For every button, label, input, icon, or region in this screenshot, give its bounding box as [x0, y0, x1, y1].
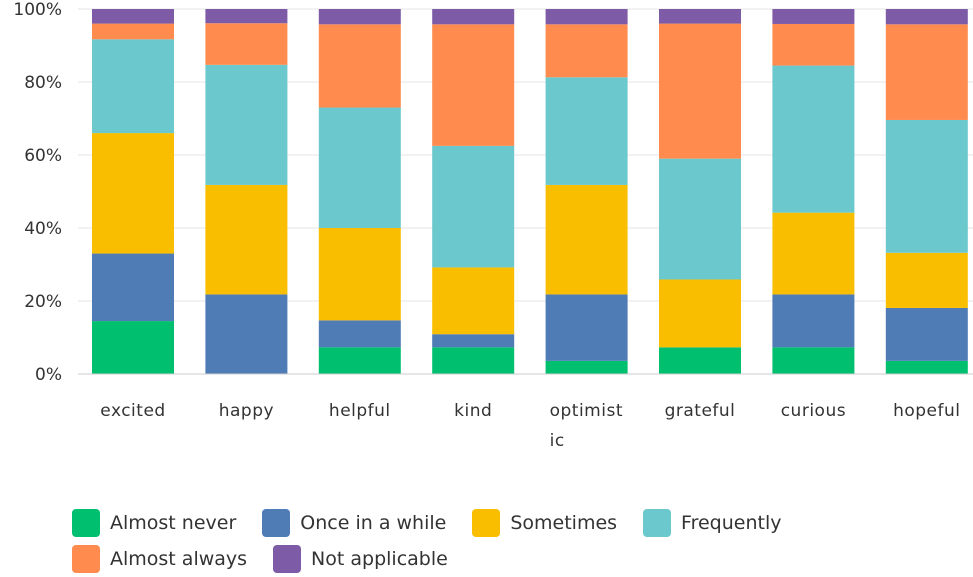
bar-segment-not-applicable[interactable] [659, 9, 741, 24]
y-tick-label: 40% [24, 219, 62, 239]
bar-segment-not-applicable[interactable] [205, 9, 288, 24]
bar-stack-optimistic [545, 9, 628, 374]
bar-stack-helpful [318, 9, 401, 374]
x-category-label: excited [100, 401, 165, 421]
bar-stack-curious [772, 9, 855, 374]
legend-label: Almost always [110, 548, 248, 570]
bar-segment-sometimes[interactable] [318, 228, 401, 321]
bar-segment-once-in-a-while[interactable] [545, 294, 628, 361]
bar-segment-not-applicable[interactable] [318, 9, 401, 25]
x-category-label: happy [219, 401, 274, 421]
bar-segment-almost-never[interactable] [318, 347, 401, 374]
legend-row-2: Almost always Not applicable [72, 541, 952, 577]
bar-segment-once-in-a-while[interactable] [432, 334, 515, 348]
legend: Almost never Once in a while Sometimes F… [72, 505, 952, 577]
bar-segment-almost-always[interactable] [92, 23, 174, 40]
legend-swatch-once-in-a-while [262, 509, 291, 537]
bar-segment-sometimes[interactable] [205, 184, 288, 295]
legend-item-sometimes[interactable]: Sometimes [472, 509, 617, 537]
bar-stack-hopeful [885, 9, 968, 374]
bar-segment-frequently[interactable] [92, 39, 174, 134]
bar-segment-frequently[interactable] [205, 64, 288, 185]
bar-segment-almost-always[interactable] [885, 24, 968, 120]
legend-label: Almost never [110, 512, 237, 534]
bar-segment-almost-always[interactable] [432, 24, 515, 146]
bar-segment-frequently[interactable] [432, 145, 515, 268]
y-tick-label: 80% [24, 73, 62, 93]
bar-segment-not-applicable[interactable] [432, 9, 515, 25]
bar-segment-almost-always[interactable] [772, 23, 855, 66]
y-tick-label: 100% [13, 0, 62, 20]
legend-item-not-applicable[interactable]: Not applicable [273, 545, 448, 573]
x-category-label: helpful [329, 401, 391, 421]
legend-item-once-in-a-while[interactable]: Once in a while [262, 509, 446, 537]
bar-stack-grateful [659, 9, 741, 374]
bar-segment-sometimes[interactable] [92, 133, 174, 254]
bar-segment-almost-never[interactable] [885, 360, 968, 374]
bar-segment-once-in-a-while[interactable] [885, 307, 968, 361]
bar-segment-once-in-a-while[interactable] [318, 320, 401, 348]
bar-segment-once-in-a-while[interactable] [92, 253, 174, 322]
legend-swatch-almost-always [72, 545, 100, 573]
legend-label: Sometimes [510, 512, 618, 534]
bar-segment-almost-always[interactable] [318, 24, 401, 108]
bar-stack-excited [92, 9, 174, 374]
bar-segment-sometimes[interactable] [659, 279, 741, 348]
bar-segment-almost-always[interactable] [659, 23, 741, 159]
bar-stack-kind [432, 9, 515, 374]
stacked-bar-chart: 0% 20% 40% 60% 80% 100% excited happy helpful ki… [13, 0, 973, 451]
x-category-label: hopeful [893, 401, 960, 421]
bar-segment-almost-never[interactable] [432, 347, 515, 374]
bar-segment-almost-always[interactable] [205, 23, 288, 65]
legend-label: Frequently [681, 512, 782, 534]
legend-row-1: Almost never Once in a while Sometimes F… [72, 505, 952, 541]
x-category-label: grateful [665, 401, 736, 421]
bar-segment-sometimes[interactable] [772, 212, 855, 295]
bar-segment-not-applicable[interactable] [772, 9, 855, 24]
bar-segment-sometimes[interactable] [545, 184, 628, 295]
bar-segment-almost-never[interactable] [92, 321, 174, 374]
legend-item-frequently[interactable]: Frequently [643, 509, 781, 537]
bar-segment-sometimes[interactable] [432, 267, 515, 335]
x-category-label: optimist ic [550, 401, 623, 451]
legend-swatch-almost-never [72, 509, 100, 537]
bar-segment-not-applicable[interactable] [545, 9, 628, 25]
bar-segment-almost-never[interactable] [659, 347, 741, 374]
bar-segment-frequently[interactable] [772, 65, 855, 213]
x-category-label: kind [454, 401, 492, 421]
y-tick-label: 20% [24, 292, 62, 312]
y-tick-label: 60% [24, 146, 62, 166]
legend-swatch-sometimes [472, 509, 501, 537]
y-tick-label: 0% [35, 365, 62, 385]
bar-segment-not-applicable[interactable] [92, 9, 174, 24]
bar-segment-almost-always[interactable] [545, 24, 628, 78]
bar-segment-frequently[interactable] [659, 158, 741, 280]
legend-label: Not applicable [311, 548, 448, 570]
bar-segment-almost-never[interactable] [772, 347, 855, 374]
legend-swatch-not-applicable [273, 545, 302, 573]
bar-segment-sometimes[interactable] [885, 252, 968, 308]
y-axis-ticks: 0% 20% 40% 60% 80% 100% [13, 0, 62, 385]
legend-label: Once in a while [300, 512, 447, 534]
bars [92, 9, 968, 374]
legend-item-almost-always[interactable]: Almost always [72, 545, 247, 573]
bar-segment-almost-never[interactable] [545, 360, 628, 374]
legend-swatch-frequently [643, 509, 672, 537]
bar-segment-frequently[interactable] [545, 77, 628, 185]
x-axis-labels: excited happy helpful kind optimist ic gratefu… [100, 401, 960, 451]
bar-stack-happy [205, 9, 288, 374]
bar-segment-once-in-a-while[interactable] [772, 294, 855, 348]
bar-segment-frequently[interactable] [318, 107, 401, 228]
legend-item-almost-never[interactable]: Almost never [72, 509, 236, 537]
bar-segment-not-applicable[interactable] [885, 9, 968, 25]
bar-segment-once-in-a-while[interactable] [205, 294, 288, 374]
bar-segment-frequently[interactable] [885, 119, 968, 253]
x-category-label: curious [781, 401, 846, 421]
